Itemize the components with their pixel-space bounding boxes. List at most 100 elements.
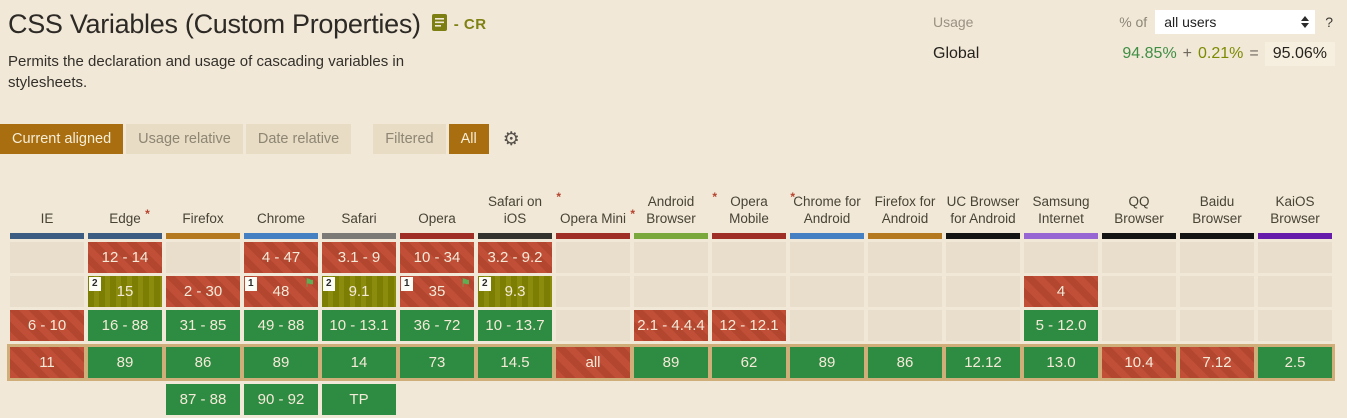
browser-name: Safari: [341, 211, 377, 227]
footnote-badge: 2: [89, 277, 101, 292]
browser-name-wrap: Safari: [322, 210, 396, 228]
gear-icon[interactable]: ⚙: [502, 128, 520, 150]
support-cell[interactable]: 11: [10, 347, 84, 379]
support-cell[interactable]: 73: [400, 347, 474, 379]
empty-cell: [166, 242, 240, 274]
browser-name: Firefox: [182, 211, 224, 227]
browser-color-bar: [322, 233, 396, 240]
browser-color-bar: [712, 233, 786, 240]
spec-status-link[interactable]: - CR: [453, 15, 487, 33]
equals-sign: =: [1249, 45, 1259, 62]
support-cell[interactable]: TP: [322, 384, 396, 416]
version-label: 2 - 30: [183, 283, 223, 301]
support-cell[interactable]: 4: [1024, 276, 1098, 308]
support-cell[interactable]: 90 - 92: [244, 384, 318, 416]
support-cell[interactable]: 89: [634, 347, 708, 379]
asterisk-note-icon: *: [556, 190, 561, 205]
browser-header: KaiOS Browser: [1258, 166, 1332, 240]
support-cell[interactable]: 10 - 34: [400, 242, 474, 274]
browser-color-bar: [400, 233, 474, 240]
version-label: 10.4: [1124, 354, 1154, 372]
browser-color-bar: [1258, 233, 1332, 240]
browser-color-bar: [478, 233, 552, 240]
support-cell[interactable]: 36 - 72: [400, 310, 474, 342]
empty-cell: [478, 384, 552, 415]
browser-header: UC Browser for Android: [946, 166, 1020, 240]
version-label: 89: [818, 354, 836, 372]
support-cell[interactable]: 48 1 ⚑: [244, 276, 318, 308]
support-cell[interactable]: 3.2 - 9.2: [478, 242, 552, 274]
support-cell[interactable]: 89: [244, 347, 318, 379]
support-cell[interactable]: 2 - 30: [166, 276, 240, 308]
view-controls: Current aligned Usage relative Date relati…: [0, 124, 1347, 155]
empty-cell: [1258, 242, 1332, 274]
support-cell[interactable]: 4 - 47: [244, 242, 318, 274]
support-cell[interactable]: 62: [712, 347, 786, 379]
browser-name: QQ Browser: [1114, 194, 1164, 227]
version-label: 14.5: [500, 354, 530, 372]
view-mode-button-usage-relative[interactable]: Usage relative: [126, 124, 243, 155]
version-label: 89: [272, 354, 290, 372]
support-cell[interactable]: 14.5: [478, 347, 552, 379]
empty-cell: [946, 384, 1020, 415]
help-icon[interactable]: ?: [1325, 14, 1333, 30]
browser-name-wrap: UC Browser for Android: [946, 193, 1020, 228]
version-label: 2.1 - 4.4.4: [637, 317, 705, 335]
version-label: 10 - 13.7: [485, 317, 545, 335]
support-cell[interactable]: 89: [790, 347, 864, 379]
support-cell[interactable]: 35 1 ⚑: [400, 276, 474, 308]
browser-header: Safari on iOS *: [478, 166, 561, 240]
plus-sign: +: [1182, 45, 1193, 62]
title-block: CSS Variables (Custom Properties) - CR P…: [8, 8, 487, 93]
support-cell[interactable]: 15 2: [88, 276, 162, 308]
browser-color-bar: [88, 233, 162, 240]
supported-percentage: 94.85%: [1122, 45, 1177, 62]
support-cell[interactable]: 5 - 12.0: [1024, 310, 1098, 342]
version-label: all: [585, 354, 601, 372]
support-cell[interactable]: 2.1 - 4.4.4: [634, 310, 708, 342]
browser-color-bar: [1102, 233, 1176, 240]
support-cell[interactable]: 9.1 2: [322, 276, 396, 308]
support-cell[interactable]: 14: [322, 347, 396, 379]
support-cell[interactable]: all: [556, 347, 630, 379]
browser-header: Firefox for Android: [868, 166, 942, 240]
support-cell[interactable]: 49 - 88: [244, 310, 318, 342]
support-cell[interactable]: 86: [868, 347, 942, 379]
usage-panel: Usage % of all users ? Global 94.85% + 0…: [933, 8, 1335, 93]
version-label: 10 - 13.1: [329, 317, 389, 335]
support-cell[interactable]: 7.12: [1180, 347, 1254, 379]
view-mode-button-current-aligned[interactable]: Current aligned: [0, 124, 124, 155]
view-mode-button-date-relative[interactable]: Date relative: [245, 124, 352, 155]
support-cell[interactable]: 10 - 13.1: [322, 310, 396, 342]
future-version-row: 87 - 88 90 - 92 TP: [10, 384, 1347, 416]
support-cell[interactable]: 12.12: [946, 347, 1020, 379]
support-cell[interactable]: 16 - 88: [88, 310, 162, 342]
support-cell[interactable]: 87 - 88: [166, 384, 240, 416]
support-cell[interactable]: 9.3 2: [478, 276, 552, 308]
version-label: 89: [662, 354, 680, 372]
era-row-oldest: 12 - 14 4 - 47 3.1 - 9 10 - 34 3.2 - 9.2: [10, 242, 1347, 274]
support-cell[interactable]: 89: [88, 347, 162, 379]
support-cell[interactable]: 10 - 13.7: [478, 310, 552, 342]
version-label: 86: [194, 354, 212, 372]
support-cell[interactable]: 6 - 10: [10, 310, 84, 342]
support-cell[interactable]: 12 - 12.1: [712, 310, 786, 342]
audience-select[interactable]: all users: [1155, 10, 1316, 34]
empty-cell: [1102, 310, 1176, 342]
browser-header: Samsung Internet: [1024, 166, 1098, 240]
support-cell[interactable]: 3.1 - 9: [322, 242, 396, 274]
browser-name-wrap: Chrome: [244, 210, 318, 228]
support-cell[interactable]: 31 - 85: [166, 310, 240, 342]
spec-document-icon: [431, 14, 447, 36]
support-cell[interactable]: 13.0: [1024, 347, 1098, 379]
support-cell[interactable]: 2.5: [1258, 347, 1332, 379]
empty-cell: [1258, 310, 1332, 342]
empty-cell: [946, 310, 1020, 342]
support-cell[interactable]: 10.4: [1102, 347, 1176, 379]
version-label: 7.12: [1202, 354, 1232, 372]
support-cell[interactable]: 86: [166, 347, 240, 379]
support-cell[interactable]: 12 - 14: [88, 242, 162, 274]
filter-button-filtered[interactable]: Filtered: [373, 124, 446, 155]
empty-cell: [1258, 276, 1332, 308]
filter-button-all[interactable]: All: [448, 124, 489, 155]
